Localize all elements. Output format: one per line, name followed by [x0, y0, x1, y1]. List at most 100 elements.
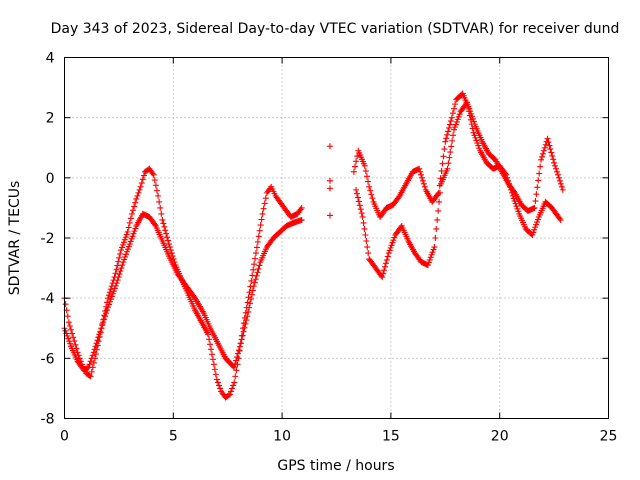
- data-point: [162, 227, 169, 234]
- data-point: [354, 190, 361, 197]
- data-point: [449, 110, 456, 117]
- data-point: [534, 184, 541, 191]
- data-point: [71, 338, 78, 345]
- data-point: [138, 180, 145, 187]
- data-point: [440, 153, 447, 160]
- data-point: [533, 221, 540, 228]
- data-point: [114, 277, 121, 284]
- data-point: [229, 385, 236, 392]
- data-point: [150, 171, 157, 178]
- data-point: [382, 260, 389, 267]
- data-point: [436, 198, 443, 205]
- data-point: [84, 365, 91, 372]
- data-point: [450, 132, 457, 139]
- data-point: [90, 349, 97, 356]
- data-point: [548, 149, 555, 156]
- data-point: [552, 162, 559, 169]
- data-point: [236, 343, 243, 350]
- data-point: [532, 224, 539, 231]
- data-point: [350, 168, 357, 175]
- data-point: [238, 336, 245, 343]
- y-tick-label: 0: [46, 171, 55, 187]
- data-point: [451, 126, 458, 133]
- data-point: [215, 382, 222, 389]
- data-point: [135, 189, 142, 196]
- data-point: [464, 99, 471, 106]
- data-point: [231, 379, 238, 386]
- data-point: [465, 108, 472, 115]
- data-point: [257, 222, 264, 229]
- data-point: [447, 149, 454, 156]
- data-point: [67, 340, 74, 347]
- data-point: [76, 355, 83, 362]
- series-trace-a: [61, 165, 305, 401]
- y-tick-label: 4: [46, 51, 55, 67]
- data-point: [62, 327, 69, 334]
- data-point: [122, 234, 129, 241]
- data-point: [159, 216, 166, 223]
- data-point: [362, 231, 369, 238]
- data-point: [244, 313, 251, 320]
- data-point: [468, 121, 475, 128]
- data-point: [532, 198, 539, 205]
- data-point: [389, 239, 396, 246]
- data-point: [93, 340, 100, 347]
- data-point: [191, 293, 198, 300]
- data-point: [554, 168, 561, 175]
- series-isolated: [326, 143, 333, 219]
- data-point: [384, 253, 391, 260]
- data-point: [536, 170, 543, 177]
- data-point: [117, 268, 124, 275]
- data-point: [101, 316, 108, 323]
- data-point: [531, 204, 538, 211]
- data-point: [153, 187, 160, 194]
- series-trace-c: [350, 90, 566, 220]
- data-point: [151, 177, 158, 184]
- data-point: [466, 112, 473, 119]
- data-point: [234, 354, 241, 361]
- y-axis-label: SDTVAR / TECUs: [7, 181, 23, 296]
- data-point: [434, 216, 441, 223]
- data-point: [549, 152, 556, 159]
- data-point: [234, 350, 241, 357]
- data-point: [433, 225, 440, 232]
- data-point: [556, 177, 563, 184]
- data-point: [126, 219, 133, 226]
- data-point: [247, 300, 254, 307]
- data-point: [105, 304, 112, 311]
- data-point: [230, 382, 237, 389]
- data-point: [253, 244, 260, 251]
- data-point: [136, 186, 143, 193]
- data-point: [85, 364, 92, 371]
- data-point: [165, 237, 172, 244]
- data-point: [125, 243, 132, 250]
- data-point: [161, 223, 168, 230]
- data-point: [541, 144, 548, 151]
- data-point: [125, 224, 132, 231]
- data-point: [386, 247, 393, 254]
- data-point: [98, 325, 105, 332]
- data-point: [359, 213, 366, 220]
- data-point: [298, 216, 305, 223]
- data-point: [64, 332, 71, 339]
- data-point: [503, 171, 510, 178]
- x-tick-label: 5: [169, 429, 178, 445]
- data-point: [557, 216, 564, 223]
- data-point: [506, 183, 513, 190]
- data-point: [254, 269, 261, 276]
- data-point: [510, 195, 517, 202]
- data-point: [454, 116, 461, 123]
- y-tick-label: -4: [41, 291, 55, 307]
- data-point: [106, 298, 113, 305]
- data-point: [502, 170, 509, 177]
- data-point: [258, 216, 265, 223]
- data-point: [88, 355, 95, 362]
- data-point: [464, 103, 471, 110]
- data-point: [354, 194, 361, 201]
- data-point: [556, 215, 563, 222]
- data-point: [118, 265, 125, 272]
- data-point: [514, 205, 521, 212]
- data-point: [540, 147, 547, 154]
- data-point: [256, 227, 263, 234]
- points-layer: [61, 90, 566, 401]
